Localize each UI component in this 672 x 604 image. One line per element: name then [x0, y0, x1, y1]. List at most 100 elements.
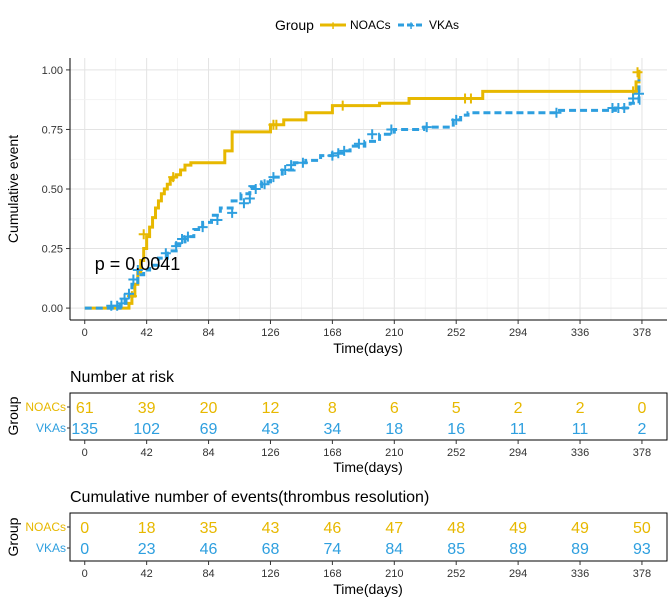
- events-table-title: Cumulative number of events(thrombus res…: [70, 489, 429, 506]
- x-tick-label: 378: [633, 327, 651, 339]
- table-cell: 93: [633, 541, 651, 558]
- censor-mark-vkas: [244, 193, 255, 204]
- table-cell: 89: [509, 541, 527, 558]
- table-cell: 0: [637, 400, 646, 417]
- censor-mark-vkas: [132, 264, 143, 275]
- table-cell: 12: [262, 400, 280, 417]
- censor-mark-vkas: [182, 231, 193, 242]
- censor-mark-vkas: [451, 114, 462, 125]
- legend-noacs-plus: +: [329, 18, 337, 33]
- legend-item-noacs: + NOACs: [320, 18, 391, 33]
- x-tick-label: 0: [82, 568, 88, 580]
- x-tick-label: 252: [447, 447, 465, 459]
- censor-mark-vkas: [119, 293, 130, 304]
- censor-mark-vkas: [123, 288, 134, 299]
- y-ticks: 0.00 0.25 0.50 0.75 1.00: [42, 65, 70, 315]
- legend-item-vkas: + VKAs: [398, 18, 459, 33]
- y-axis-label: Cumulative event: [5, 135, 21, 243]
- censor-mark-vkas: [367, 129, 378, 140]
- censor-mark-noacs: [632, 67, 643, 78]
- x-tick-label: 210: [385, 327, 403, 339]
- survival-curves: [84, 69, 641, 310]
- table-cell: 74: [323, 541, 341, 558]
- table-cell: 43: [262, 421, 280, 438]
- y-tick-label: 0.00: [42, 303, 63, 315]
- x-tick-label: 336: [571, 568, 589, 580]
- x-tick-label: 126: [261, 327, 279, 339]
- legend: Group + NOACs + VKAs: [275, 17, 459, 33]
- events-table-cells: NOACs 0 18 35 43 46 47 48 49 49 50 VKAs 0 23 46 68 74 84 8…: [25, 520, 651, 580]
- table-cell: 49: [509, 520, 527, 537]
- table-cell: 50: [633, 520, 651, 537]
- x-tick-label: 126: [261, 447, 279, 459]
- x-axis-label: Time(days): [333, 340, 403, 356]
- table-cell: 0: [80, 541, 89, 558]
- x-tick-label: 42: [141, 327, 153, 339]
- censor-mark-noacs: [465, 93, 476, 104]
- table-cell: 2: [576, 400, 585, 417]
- table-cell: 2: [514, 400, 523, 417]
- censor-mark-vkas: [171, 241, 182, 252]
- censor-mark-vkas: [633, 88, 644, 99]
- censor-mark-noacs: [138, 229, 149, 240]
- table-cell: 8: [328, 400, 337, 417]
- y-tick-label: 0.75: [42, 124, 63, 136]
- x-tick-label: 0: [82, 327, 88, 339]
- x-tick-label: 252: [447, 327, 465, 339]
- x-tick-label: 294: [509, 447, 527, 459]
- censor-mark-vkas: [259, 179, 270, 190]
- censor-mark-vkas: [160, 248, 171, 259]
- table-cell: 18: [138, 520, 156, 537]
- row-label-vkas: VKAs: [36, 541, 66, 555]
- events-table-panel: [69, 512, 668, 562]
- censor-mark-noacs: [168, 172, 179, 183]
- censor-mark-vkas: [353, 138, 364, 149]
- main-plot: 0 42 84 126 168 210 252 294 336 378 0.000.250.500…: [5, 58, 667, 356]
- risk-table-panel: [69, 392, 668, 441]
- censor-mark-vkas: [197, 222, 208, 233]
- table-cell: 11: [510, 421, 527, 438]
- censor-mark-vkas: [386, 124, 397, 135]
- table-cell: 35: [200, 520, 218, 537]
- row-label-noacs: NOACs: [25, 400, 66, 414]
- legend-title: Group: [275, 17, 314, 33]
- censor-mark-vkas: [280, 164, 291, 175]
- table-cell: 6: [390, 400, 399, 417]
- table-cell: 68: [262, 541, 280, 558]
- legend-noacs-label: NOACs: [350, 18, 391, 32]
- legend-vkas-plus: +: [407, 18, 415, 33]
- events-table-ylabel: Group: [5, 517, 21, 556]
- table-cell: 2: [637, 421, 646, 438]
- censor-mark-noacs: [337, 100, 348, 111]
- censor-marks: [106, 67, 644, 311]
- censor-mark-vkas: [250, 184, 261, 194]
- table-cell: 49: [571, 520, 589, 537]
- row-label-vkas: VKAs: [36, 421, 66, 435]
- y-tick-label: 0.25: [42, 244, 63, 256]
- legend-vkas-label: VKAs: [429, 18, 459, 32]
- curve-noacs: [84, 69, 641, 310]
- censor-mark-vkas: [628, 93, 639, 104]
- x-tick-label: 252: [447, 568, 465, 580]
- risk-table-title: Number at risk: [70, 369, 175, 386]
- risk-table-ylabel: Group: [5, 396, 21, 435]
- table-cell: 69: [200, 421, 218, 438]
- events-table-xlabel: Time(days): [333, 581, 403, 597]
- grid: [70, 58, 667, 320]
- table-cell: 84: [385, 541, 403, 558]
- table-cell: 0: [80, 520, 89, 537]
- table-cell: 61: [76, 400, 94, 417]
- x-tick-label: 168: [323, 568, 341, 580]
- censor-mark-vkas: [128, 274, 139, 285]
- censor-mark-vkas: [327, 150, 338, 161]
- x-tick-label: 0: [82, 447, 88, 459]
- table-cell: 48: [447, 520, 465, 537]
- y-tick-label: 1.00: [42, 65, 63, 77]
- table-cell: 34: [323, 421, 341, 438]
- censor-mark-vkas: [177, 234, 188, 245]
- x-tick-label: 210: [385, 447, 403, 459]
- x-ticks: 0 42 84 126 168 210 252 294 336 378: [82, 320, 651, 339]
- x-tick-label: 126: [261, 568, 279, 580]
